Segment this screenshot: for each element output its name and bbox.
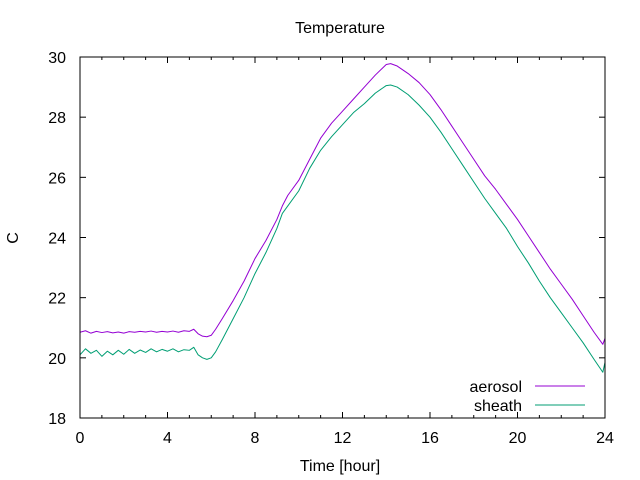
x-tick-label: 0 [76,430,85,447]
y-tick-label: 20 [48,351,66,368]
legend-label-sheath: sheath [474,398,522,415]
x-tick-label: 20 [509,430,527,447]
y-tick-label: 22 [48,291,66,308]
y-axis-label: C [5,232,22,244]
series-line-aerosol [79,63,606,345]
y-tick-label: 26 [48,170,66,187]
plot-frame [79,56,606,419]
x-tick-label: 12 [334,430,352,447]
data-series [79,63,606,373]
x-axis-label: Time [hour] [300,458,380,475]
chart-title: Temperature [295,20,385,37]
y-tick-label: 18 [48,411,66,428]
x-tick-label: 24 [596,430,614,447]
legend-label-aerosol: aerosol [470,379,522,396]
y-tick-label: 24 [48,231,66,248]
x-tick-label: 16 [421,430,439,447]
x-tick-label: 8 [251,430,260,447]
legend: aerosol sheath [470,379,585,415]
y-tick-label: 28 [48,110,66,127]
series-line-sheath [79,84,606,373]
x-tick-label: 4 [163,430,172,447]
y-tick-label: 30 [48,50,66,67]
